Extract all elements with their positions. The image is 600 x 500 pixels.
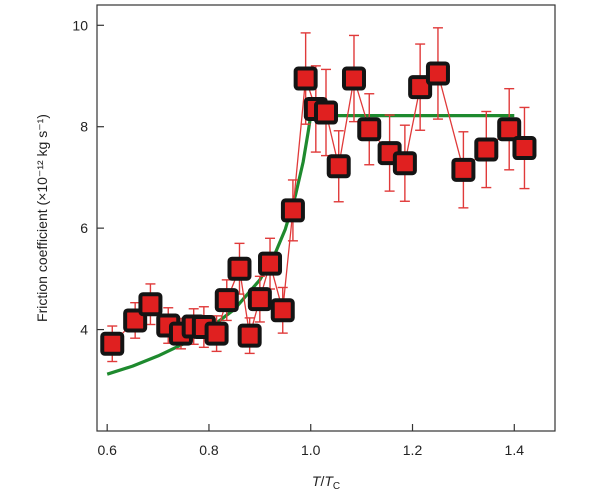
data-point	[138, 292, 163, 317]
data-point	[247, 287, 272, 312]
data-point	[280, 198, 305, 223]
data-point	[214, 288, 239, 313]
y-tick-label: 10	[72, 17, 88, 33]
data-point	[237, 323, 262, 348]
y-tick-label: 4	[80, 322, 88, 338]
data-point	[258, 251, 283, 276]
y-axis-title: Friction coefficient (×10⁻¹² kg s⁻¹)	[34, 114, 50, 322]
y-tick-label: 8	[80, 119, 88, 135]
x-axis-title-t: T	[312, 473, 322, 489]
data-point	[474, 137, 499, 162]
data-point	[100, 331, 125, 356]
y-tick-label: 6	[80, 220, 88, 236]
data-point	[293, 66, 318, 91]
x-tick-label: 0.6	[97, 442, 117, 458]
data-point	[270, 298, 295, 323]
data-point	[123, 308, 148, 333]
data-point	[512, 136, 537, 161]
data-points-layer	[100, 27, 537, 363]
x-tick-label: 0.8	[199, 442, 219, 458]
data-point	[357, 117, 382, 142]
data-point	[497, 117, 522, 142]
data-point	[425, 61, 450, 86]
x-axis-title: T/TC	[312, 473, 340, 492]
x-axis: 0.6 0.8 1.0 1.2 1.4	[97, 424, 524, 458]
data-point	[408, 75, 433, 100]
plot-frame	[96, 4, 556, 432]
data-point	[314, 100, 338, 125]
data-point	[341, 66, 366, 91]
data-point	[227, 256, 252, 281]
x-tick-label: 1.0	[301, 442, 321, 458]
data-point	[392, 151, 417, 176]
x-tick-label: 1.4	[505, 442, 525, 458]
data-point	[326, 154, 351, 179]
data-point	[204, 321, 229, 346]
y-axis: 4 6 8 10	[72, 17, 104, 338]
x-axis-title-tc: T	[324, 473, 334, 489]
x-axis-title-subscript: C	[333, 481, 340, 492]
data-point	[451, 157, 476, 182]
x-tick-label: 1.2	[403, 442, 423, 458]
x-axis-title-slash: /	[320, 473, 324, 489]
